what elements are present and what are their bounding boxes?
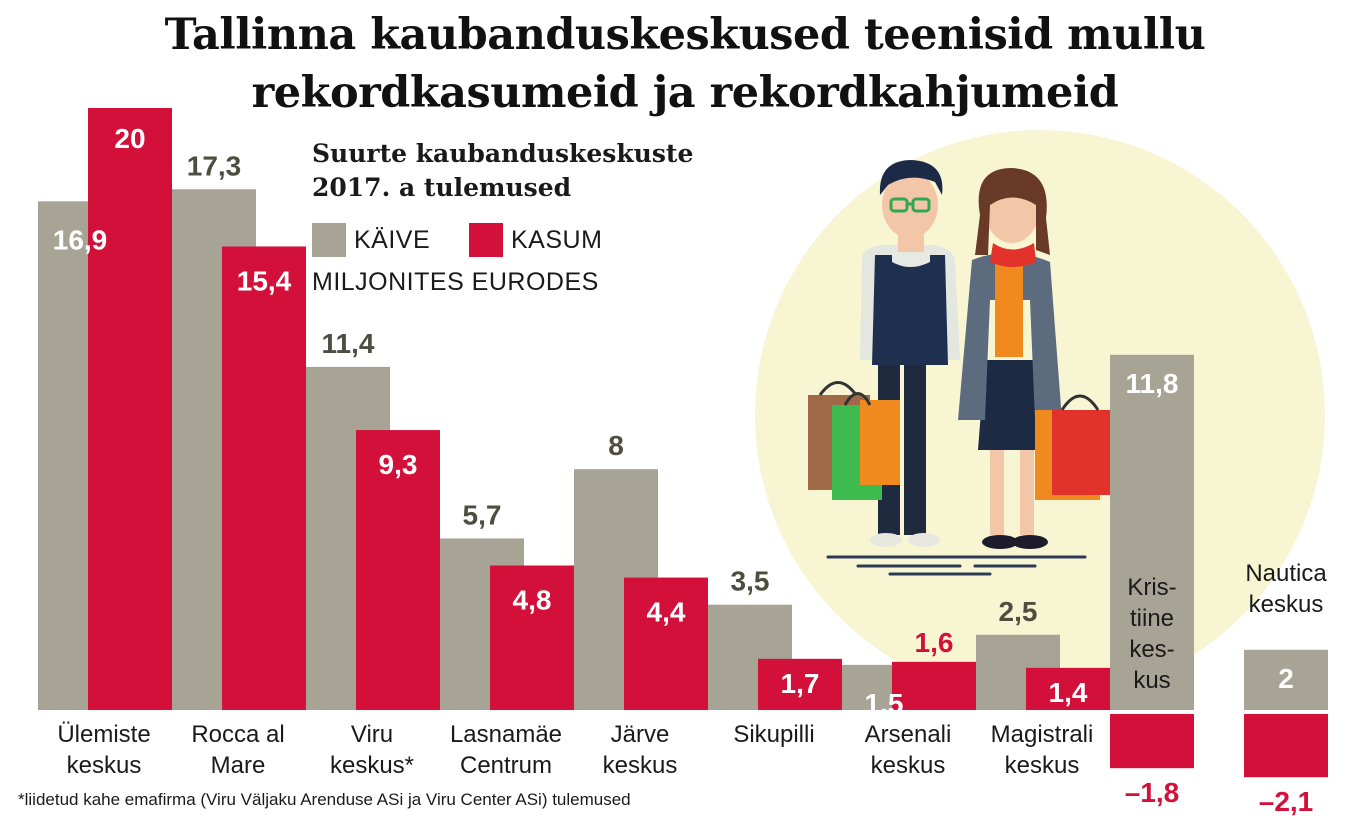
legend-swatch-kasum [469, 223, 503, 257]
bar-kasum [490, 565, 574, 710]
bar-kasum [1110, 714, 1194, 769]
bar-kasum [356, 430, 440, 710]
bar-kasum [88, 108, 172, 710]
category-label: Arsenali [865, 721, 952, 748]
value-label-kasum: 1,6 [915, 627, 954, 658]
value-label-kaive: 8 [608, 430, 624, 461]
category-label: Viru [351, 721, 393, 748]
category-label: Sikupilli [733, 721, 814, 748]
category-label: Nautica [1245, 560, 1327, 587]
value-label-kasum: 4,8 [513, 585, 552, 616]
chart-subtitle-line: Suurte kaubanduskeskuste [312, 139, 694, 168]
chart-subtitle-line: 2017. a tulemused [312, 173, 572, 202]
value-label-kaive: 2 [1278, 663, 1294, 694]
value-label-kasum: 1,7 [781, 668, 820, 699]
chart-title-line: Tallinna kaubanduskeskused teenisid mull… [164, 10, 1206, 60]
bar-kasum [1244, 714, 1328, 778]
bar-kaive [1244, 649, 1328, 710]
value-label-kasum: 9,3 [379, 449, 418, 480]
category-label: keskus [871, 752, 946, 779]
value-label-kaive: 1,5 [865, 688, 904, 719]
bar-kasum [1026, 667, 1110, 710]
category-label: keskus [603, 752, 678, 779]
category-label: Centrum [460, 752, 552, 779]
value-label-kaive: 2,5 [999, 596, 1038, 627]
chart-title-line: rekordkasumeid ja rekordkahjumeid [251, 68, 1119, 118]
bar-kasum [222, 246, 306, 710]
legend-label-kaive: KÄIVE [354, 225, 431, 254]
man-figure [808, 160, 960, 547]
value-label-kaive: 5,7 [463, 499, 502, 530]
category-label: keskus [1005, 752, 1080, 779]
legend-item-kaive: KÄIVE [312, 222, 430, 258]
bar-kasum [758, 658, 842, 710]
category-label: keskus [67, 752, 142, 779]
category-label: Mare [211, 752, 266, 779]
chart-subtitle: Suurte kaubanduskeskuste 2017. a tulemus… [312, 137, 693, 205]
category-label: kes- [1129, 636, 1174, 663]
category-label: Järve [611, 721, 670, 748]
value-label-kasum: 1,4 [1049, 677, 1088, 708]
value-label-kasum: –1,8 [1125, 777, 1180, 808]
value-label-kaive: 11,4 [322, 328, 375, 359]
legend-item-kasum: KASUM [469, 222, 602, 258]
category-label: tiine [1130, 605, 1174, 632]
unit-label: MILJONITES EURODES [312, 268, 599, 296]
category-label: Ülemiste [57, 721, 150, 748]
chart-title: Tallinna kaubanduskeskused teenisid mull… [0, 6, 1370, 122]
value-label-kaive: 11,8 [1126, 368, 1179, 399]
bar-kasum [624, 577, 708, 710]
value-label-kaive: 3,5 [731, 566, 770, 597]
value-label-kasum: 15,4 [237, 265, 292, 296]
bar-kasum [892, 661, 976, 710]
value-label-kasum: –2,1 [1259, 786, 1314, 817]
category-label: Lasnamäe [450, 721, 562, 748]
category-label: kus [1133, 667, 1170, 694]
bars-layer [38, 108, 1328, 778]
labels-layer: 16,9 20 Ülemiste keskus 17,3 15,4 Rocca al Mare… [53, 123, 1328, 817]
legend-swatch-kaive [312, 223, 346, 257]
category-label: Kris- [1127, 574, 1176, 601]
value-label-kasum: 20 [114, 123, 145, 154]
value-label-kaive: 17,3 [187, 150, 242, 181]
value-label-kaive: 16,9 [53, 224, 108, 255]
bar-kaive [1110, 354, 1194, 710]
woman-figure [958, 168, 1122, 549]
category-label: keskus* [330, 752, 414, 779]
value-label-kasum: 4,4 [647, 597, 686, 628]
footnote: *liidetud kahe emafirma (Viru Väljaku Ar… [18, 790, 631, 809]
category-label: Magistrali [991, 721, 1094, 748]
category-label: Rocca al [191, 721, 284, 748]
shopping-couple-illustration [808, 160, 1122, 576]
legend-label-kasum: KASUM [511, 225, 603, 254]
category-label: keskus [1249, 591, 1324, 618]
